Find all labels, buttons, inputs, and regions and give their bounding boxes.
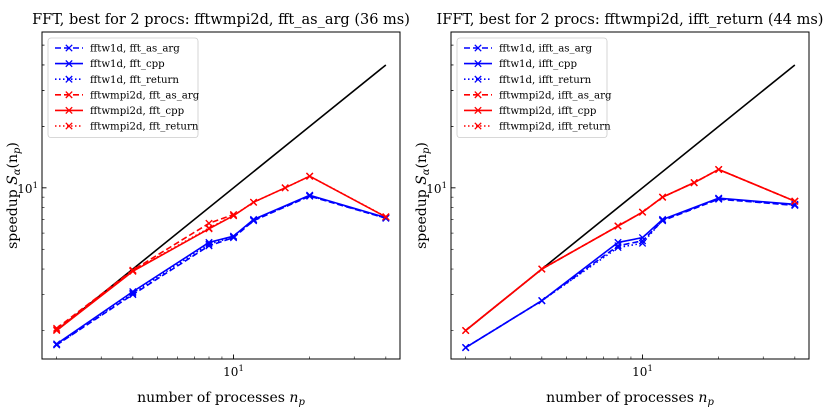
chart-title: FFT, best for 2 procs: fftwmpi2d, fft_as…	[32, 12, 410, 28]
legend-entry: fftwmpi2d, fft_cpp	[90, 106, 185, 117]
legend-entry: fftwmpi2d, ifft_as_arg	[499, 90, 612, 101]
x-axis-label: number of processes np	[546, 390, 714, 408]
legend: fftw1d, ifft_as_arg fftw1d, ifft_cpp fftw1…	[456, 37, 612, 138]
data-point-marker	[249, 216, 258, 224]
data-point-marker	[658, 216, 667, 224]
legend-swatch-marker	[474, 44, 482, 52]
data-point-marker	[53, 341, 61, 349]
legend-swatch-marker	[65, 91, 73, 99]
data-point-marker	[658, 193, 667, 201]
legend: fftw1d, fft_as_arg fftw1d, fft_cpp fftw1d,…	[47, 37, 200, 138]
x-axis-label: number of processes np	[137, 390, 305, 408]
legend-entry: fftwmpi2d, fft_as_arg	[90, 90, 200, 101]
legend-swatch-marker	[65, 122, 73, 130]
data-point-marker	[791, 197, 799, 205]
legend-entry: fftwmpi2d, fft_return	[90, 122, 199, 133]
legend-box	[456, 37, 608, 138]
legend-box	[47, 37, 199, 138]
data-point-marker	[638, 239, 647, 247]
legend-swatch-marker	[474, 75, 482, 83]
data-point-marker	[129, 267, 137, 275]
series-line-6	[465, 168, 796, 332]
chart-title: IFFT, best for 2 procs: fftwmpi2d, ifft_…	[437, 12, 824, 28]
legend-entry: fftw1d, ifft_cpp	[499, 59, 577, 70]
series-line-1	[465, 198, 795, 349]
x-tick-label: 101	[223, 364, 244, 379]
data-point-marker	[614, 243, 622, 252]
legend-entry: fftw1d, fft_return	[90, 75, 179, 86]
y-axis-label: speedup Sα(np)	[5, 142, 23, 249]
legend-entry: fftwmpi2d, ifft_return	[499, 122, 611, 133]
legend-swatch-marker	[474, 91, 482, 99]
legend-swatch-marker	[65, 106, 73, 115]
legend-entry: fftw1d, fft_cpp	[90, 59, 165, 70]
data-point-marker	[638, 233, 647, 242]
data-point-marker	[462, 343, 470, 352]
data-point-marker	[715, 165, 723, 174]
series-line-3	[465, 197, 795, 349]
data-point-marker	[129, 287, 137, 296]
series-line-5	[465, 168, 796, 332]
series-group	[53, 64, 390, 349]
data-point-marker	[53, 340, 61, 348]
legend-swatch-marker	[474, 122, 482, 130]
x-tick-label: 101	[632, 364, 653, 379]
legend-entry: fftw1d, ifft_return	[499, 75, 592, 86]
y-tick-label: 101	[426, 181, 447, 196]
data-point-marker	[538, 265, 546, 273]
legend-entry: fftw1d, ifft_as_arg	[499, 44, 593, 55]
data-point-marker	[306, 192, 314, 200]
series-line-2	[465, 197, 795, 349]
data-point-marker	[538, 297, 546, 305]
chart-panel-1: FFT, best for 2 procs: fftwmpi2d, fft_as…	[5, 12, 410, 408]
series-line-5	[56, 175, 387, 332]
data-point-marker	[306, 172, 314, 180]
legend-entry: fftw1d, fft_as_arg	[90, 44, 180, 55]
legend-swatch-marker	[474, 59, 482, 68]
data-point-marker	[53, 325, 61, 334]
y-tick-label: 101	[17, 181, 38, 196]
data-point-marker	[249, 198, 258, 206]
series-line-2	[56, 194, 387, 345]
data-point-marker	[229, 211, 238, 220]
legend-swatch-marker	[65, 44, 73, 52]
data-point-marker	[129, 289, 137, 297]
data-point-marker	[53, 324, 61, 332]
data-point-marker	[205, 240, 213, 248]
data-point-marker	[382, 213, 390, 221]
axes-frame	[450, 31, 810, 360]
data-point-marker	[614, 222, 622, 230]
chart-panel-2: IFFT, best for 2 procs: fftwmpi2d, ifft_…	[414, 12, 823, 408]
data-point-marker	[638, 208, 647, 216]
legend-swatch-marker	[65, 75, 73, 83]
series-group	[462, 64, 799, 352]
axes-frame	[41, 31, 401, 360]
data-point-marker	[205, 224, 213, 232]
data-point-marker	[462, 326, 470, 335]
y-axis-label: speedup Sα(np)	[414, 142, 432, 249]
data-point-marker	[715, 194, 723, 203]
series-line-4	[465, 168, 796, 332]
legend-entry: fftwmpi2d, ifft_cpp	[499, 106, 597, 117]
data-point-marker	[281, 184, 289, 192]
legend-swatch-marker	[65, 59, 73, 68]
data-point-marker	[229, 233, 238, 241]
series-line-6	[56, 175, 387, 331]
series-line-0	[56, 64, 387, 332]
legend-swatch-marker	[474, 106, 482, 115]
data-point-marker	[690, 179, 698, 187]
